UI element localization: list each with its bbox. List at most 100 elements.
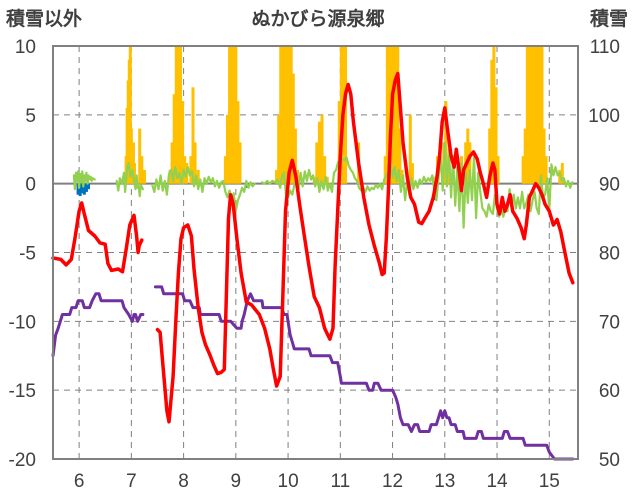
right-tick-label: 90	[599, 175, 620, 196]
precipitation-bar	[193, 142, 197, 184]
precipitation-bar	[223, 156, 227, 184]
left-tick-label: -20	[9, 450, 36, 471]
precipitation-bar	[170, 142, 174, 184]
precipitation-bar	[129, 128, 133, 184]
precipitation-bar	[544, 156, 548, 184]
precipitation-bar	[527, 46, 531, 184]
precipitation-bar	[76, 183, 80, 195]
right-tick-label: 70	[599, 312, 620, 333]
precipitation-bar	[536, 46, 540, 184]
precipitation-bar	[80, 183, 84, 194]
x-tick-label: 12	[382, 471, 403, 492]
precipitation-bar	[142, 169, 146, 184]
precipitation-bar	[225, 114, 229, 184]
precipitation-bar	[293, 128, 297, 184]
snow_depth-line	[51, 292, 145, 358]
precipitation-bar	[494, 87, 498, 184]
plot-frame	[52, 45, 579, 460]
precipitation-bar	[532, 46, 536, 184]
precipitation-bar	[385, 46, 389, 184]
precipitation-bar	[337, 101, 341, 184]
precipitation-bar	[238, 142, 242, 184]
left-tick-label: -15	[9, 381, 36, 402]
precipitation-bar	[490, 59, 494, 184]
precipitation-bar	[234, 46, 238, 184]
left-tick-label: 0	[25, 175, 36, 196]
series-lines	[51, 71, 575, 461]
x-tick-label: 14	[486, 471, 508, 492]
precipitation-bar	[530, 46, 534, 184]
right-axis-label: 積雪	[590, 7, 628, 30]
precipitation-bar	[140, 156, 144, 184]
precipitation-bar	[291, 73, 295, 184]
precipitation-bar	[408, 114, 412, 184]
precipitation-bar	[492, 46, 496, 184]
precipitation-bar	[496, 156, 500, 184]
precipitation-bar	[283, 46, 287, 184]
precipitation-bar	[521, 156, 525, 184]
precipitation-bar	[174, 46, 178, 184]
precipitation-bar	[287, 46, 291, 184]
precipitation-bar	[317, 121, 321, 184]
precipitation-bar	[279, 46, 283, 184]
x-tick-label: 9	[231, 471, 242, 492]
precipitation-bar	[320, 114, 324, 184]
precipitation-bar	[228, 46, 232, 184]
precipitation-bar	[525, 46, 529, 184]
chart-title: ぬかびら源泉郷	[251, 7, 384, 30]
precipitation-bar	[285, 46, 289, 184]
wind-line	[72, 170, 96, 191]
precipitation-bar	[87, 183, 91, 190]
left-tick-label: 5	[25, 106, 36, 127]
right-tick-label: 50	[599, 450, 620, 471]
precipitation-bar	[394, 46, 398, 184]
precipitation-bar	[542, 128, 546, 184]
precipitation-bar	[82, 183, 86, 195]
precipitation-bar	[176, 46, 180, 184]
precipitation-bar	[323, 156, 327, 184]
precipitation-bar	[396, 46, 400, 184]
right-tick-label: 110	[590, 37, 620, 58]
temperature-line	[51, 201, 144, 274]
x-tick-label: 11	[330, 471, 350, 492]
x-tick-label: 10	[278, 471, 299, 492]
precipitation-bar	[538, 46, 542, 184]
right-tick-label: 60	[599, 381, 620, 402]
x-tick-label: 15	[539, 471, 560, 492]
precipitation-bar	[344, 46, 348, 184]
right-tick-label: 100	[588, 106, 620, 127]
precipitation-bar	[181, 101, 185, 184]
precipitation-bar	[132, 163, 136, 184]
left-tick-label: -10	[9, 312, 36, 333]
x-tick-label: 7	[126, 471, 137, 492]
precipitation-bar	[466, 128, 470, 184]
precipitation-bar	[138, 128, 142, 184]
precipitation-bar	[84, 183, 88, 192]
precipitation-bar	[410, 163, 414, 184]
precipitation-bar	[232, 46, 236, 184]
precipitation-bar	[128, 46, 132, 184]
precipitation-bar	[398, 128, 402, 184]
precipitation-bar	[275, 169, 279, 184]
x-tick-label: 13	[434, 471, 455, 492]
left-axis-label: 積雪以外	[6, 7, 82, 30]
precipitation-bar	[168, 169, 172, 184]
precipitation-bar	[387, 46, 391, 184]
right-tick-label: 80	[599, 244, 620, 265]
precipitation-bar	[383, 156, 387, 184]
precipitation-bar	[281, 46, 285, 184]
precipitation-bar	[277, 114, 281, 184]
precipitation-bar	[523, 128, 527, 184]
precipitation-bar	[230, 46, 234, 184]
precipitation-bar	[468, 142, 472, 184]
x-tick-label: 6	[74, 471, 85, 492]
wind-line	[115, 161, 144, 198]
left-tick-label: 10	[15, 37, 36, 58]
precipitation-bar	[540, 46, 544, 184]
temperature-line	[155, 71, 575, 424]
precipitation-bar	[78, 183, 82, 197]
precipitation-bar	[178, 46, 182, 184]
precipitation-bar	[315, 142, 319, 184]
left-tick-label: -5	[19, 244, 36, 265]
